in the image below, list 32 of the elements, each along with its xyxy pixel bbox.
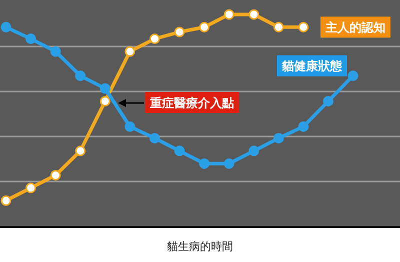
point [149, 132, 160, 144]
point [248, 9, 260, 20]
point [174, 26, 185, 38]
point [0, 195, 12, 206]
point [26, 182, 36, 194]
point [273, 22, 284, 32]
point [0, 22, 12, 32]
point [149, 34, 160, 44]
point [273, 132, 284, 144]
point [75, 146, 86, 156]
point [248, 146, 260, 156]
point [50, 46, 61, 57]
point [100, 83, 110, 94]
point [124, 121, 136, 132]
point [224, 158, 234, 169]
point [199, 22, 210, 32]
point [348, 70, 358, 82]
series-label: 主人的認知 [324, 20, 386, 34]
point [75, 70, 86, 82]
x-axis-title: 貓生病的時間 [167, 240, 233, 254]
point [298, 121, 309, 132]
point [322, 96, 334, 106]
point [174, 146, 185, 156]
point [26, 34, 36, 44]
point [124, 46, 136, 57]
point [298, 22, 309, 32]
series-label: 貓健康狀態 [281, 59, 343, 74]
point [100, 96, 110, 106]
point [224, 9, 234, 20]
point [199, 158, 210, 169]
point [50, 170, 61, 180]
annotation: 重症醫療介入點 [149, 96, 234, 110]
